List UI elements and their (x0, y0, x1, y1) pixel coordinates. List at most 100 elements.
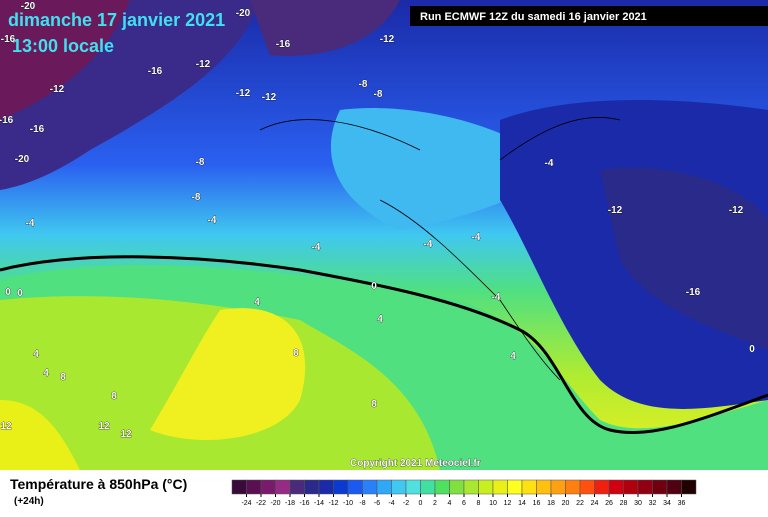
tick-label: -24 (241, 500, 251, 507)
color-swatch (565, 479, 581, 495)
contour-label: -20 (236, 8, 251, 19)
tick-label: 8 (477, 500, 481, 507)
contour-labels: -20 -20 -16 -16 -12 -16 -12 -12 -12 -12 -8 -8 -16 -16… (0, 1, 756, 441)
contour-label: 12 (120, 429, 132, 440)
color-swatch (347, 479, 363, 495)
color-swatch (449, 479, 465, 495)
tick-label: 14 (518, 500, 526, 507)
tick-label: -14 (314, 500, 324, 507)
color-swatch (536, 479, 552, 495)
copyright: Copyright 2021 Meteociel.fr (350, 458, 481, 469)
color-swatch (231, 479, 247, 495)
contour-label: -12 (50, 84, 65, 95)
contour-label: -4 (492, 292, 501, 303)
tick-label: 24 (591, 500, 599, 507)
contour-label: 0 (749, 344, 755, 355)
contour-label: -4 (312, 242, 321, 253)
contour-label: -12 (380, 34, 395, 45)
tick-label: -20 (270, 500, 280, 507)
color-swatch (391, 479, 407, 495)
tick-label: -8 (359, 500, 365, 507)
color-swatch (318, 479, 334, 495)
contour-label: -16 (1, 34, 16, 45)
color-swatch (579, 479, 595, 495)
tick-label: 36 (678, 500, 686, 507)
tick-label: 16 (533, 500, 541, 507)
color-swatch (507, 479, 523, 495)
color-swatch (420, 479, 436, 495)
tick-label: 34 (663, 500, 671, 507)
time-label: 13:00 locale (12, 36, 114, 56)
tick-label: 28 (620, 500, 628, 507)
tick-label: -10 (343, 500, 353, 507)
run-info: Run ECMWF 12Z du samedi 16 janvier 2021 (420, 11, 647, 23)
color-swatch (463, 479, 479, 495)
color-swatch (521, 479, 537, 495)
tick-label: 4 (448, 500, 452, 507)
contour-label: 0 (17, 288, 23, 299)
legend-title: Température à 850hPa (°C) (10, 476, 187, 492)
contour-label: 4 (43, 368, 49, 379)
tick-label: 12 (504, 500, 512, 507)
color-swatch (681, 479, 697, 495)
contour-label: -8 (196, 157, 205, 168)
color-swatch (652, 479, 668, 495)
contour-label: -16 (148, 66, 163, 77)
color-swatch (478, 479, 494, 495)
color-swatch (246, 479, 262, 495)
color-swatch (594, 479, 610, 495)
color-swatch (304, 479, 320, 495)
map (0, 0, 768, 470)
contour-label: -20 (21, 1, 36, 12)
contour-label: 4 (254, 297, 260, 308)
contour-label: 0 (5, 287, 11, 298)
contour-label: -4 (472, 232, 481, 243)
color-swatch (492, 479, 508, 495)
tick-label: -2 (403, 500, 409, 507)
tick-label: 0 (419, 500, 423, 507)
color-swatch (608, 479, 624, 495)
color-swatch (289, 479, 305, 495)
contour-label: 8 (60, 372, 66, 383)
contour-label: -4 (208, 215, 217, 226)
contour-label: -12 (608, 205, 623, 216)
tick-label: -12 (328, 500, 338, 507)
contour-label: 12 (0, 421, 12, 432)
tick-label: 10 (489, 500, 497, 507)
date-title: dimanche 17 janvier 2021 (8, 10, 225, 30)
contour-label: -12 (262, 92, 277, 103)
tick-label: -18 (285, 500, 295, 507)
contour-label: -8 (359, 79, 368, 90)
color-swatch (666, 479, 682, 495)
contour-label: -16 (276, 39, 291, 50)
contour-label: -4 (545, 158, 554, 169)
color-scale: -24 -22 -20 -18 -16 -14 -12 -10 -8 -6 -4 -2 0 2 4 6 8 10 1… (231, 479, 697, 507)
contour-label: 8 (293, 348, 299, 359)
contour-label: -8 (192, 192, 201, 203)
color-swatch (623, 479, 639, 495)
tick-label: 6 (462, 500, 466, 507)
tick-label: -16 (299, 500, 309, 507)
contour-label: 4 (33, 349, 39, 360)
contour-label: 4 (377, 314, 383, 325)
tick-label: 2 (433, 500, 437, 507)
tick-label: 32 (649, 500, 657, 507)
contour-label: 12 (98, 421, 110, 432)
color-swatch (376, 479, 392, 495)
tick-label: 18 (547, 500, 555, 507)
contour-label: -4 (26, 218, 35, 229)
color-swatch (362, 479, 378, 495)
contour-label: -8 (374, 89, 383, 100)
contour-label: -12 (729, 205, 744, 216)
tick-label: 22 (576, 500, 584, 507)
tick-label: -6 (374, 500, 380, 507)
contour-label: 8 (111, 391, 117, 402)
legend-subtitle: (+24h) (14, 496, 44, 507)
color-swatch (333, 479, 349, 495)
contour-label: -16 (0, 115, 14, 126)
tick-label: -22 (256, 500, 266, 507)
contour-label: -16 (686, 287, 701, 298)
contour-label: -16 (30, 124, 45, 135)
contour-label: -4 (424, 239, 433, 250)
